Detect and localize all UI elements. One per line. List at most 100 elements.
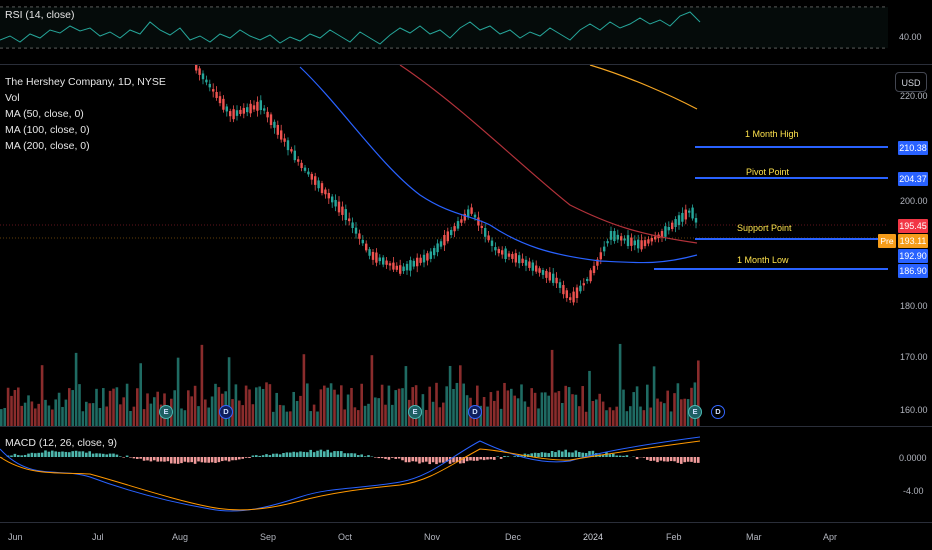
macd-histogram-bar [615,455,618,457]
volume-bar [680,399,683,426]
volume-bar [265,382,268,426]
macd-histogram-bar [489,457,493,460]
time-axis[interactable]: Jun Jul Aug Sep Oct Nov Dec 2024 Feb Mar… [0,523,888,550]
macd-histogram-bar [544,452,547,457]
macd-histogram-bar [693,457,697,463]
rsi-chart [0,6,888,49]
main-pane[interactable]: The Hershey Company, 1D, NYSE Vol MA (50… [0,65,888,426]
macd-histogram-bar [265,454,268,457]
volume-bar [176,357,180,426]
volume-bar [248,389,251,426]
candle [664,226,667,237]
candle [382,257,385,265]
macd-histogram-bar [533,452,537,457]
volume-bar [598,393,601,426]
candle [218,96,222,104]
volume-bar [98,407,102,426]
volume-bar [302,354,306,426]
earnings-badge[interactable]: E [688,405,702,419]
earnings-badge[interactable]: E [159,405,173,419]
candle [327,192,330,199]
macd-histogram-bar [241,457,244,459]
volume-bar [612,410,615,426]
macd-histogram-bar [431,457,435,463]
macd-histogram-bar [659,457,663,461]
candle [405,263,409,271]
volume-bar [112,388,115,426]
candle [392,262,395,270]
candle [490,240,494,246]
macd-histogram-bar [540,452,544,457]
macd-histogram-bar [479,457,482,460]
candle [603,246,606,252]
macd-histogram-bar [102,453,105,457]
macd-histogram-bar [139,457,142,459]
volume-bar [115,387,119,426]
volume-bar [20,405,23,426]
macd-histogram-bar [149,457,153,462]
macd-histogram-bar [234,457,238,461]
macd-histogram-bar [238,457,241,460]
macd-histogram-bar [309,449,312,457]
volume-bar [343,409,346,426]
annotation-month-high: 1 Month High [745,129,799,139]
volume-bar [27,395,30,426]
dividend-badge[interactable]: D [711,405,725,419]
volume-bar [13,390,17,426]
candle [694,218,698,223]
dividend-badge[interactable]: D [468,405,482,419]
candle [439,241,443,247]
macd-histogram-bar [306,452,309,457]
macd-histogram-bar [462,457,465,464]
macd-histogram-bar [669,457,673,462]
currency-button[interactable]: USD [895,72,927,92]
volume-bar [346,394,350,426]
earnings-badge[interactable]: E [408,405,422,419]
macd-histogram-bar [312,452,316,457]
volume-bar [567,387,571,426]
volume-bar [173,390,176,426]
candle [504,248,507,260]
macd-histogram-bar [350,453,353,457]
ma50-line [299,66,698,264]
macd-histogram-bar [289,452,292,457]
macd-histogram-bar [506,456,510,457]
macd-histogram-bar [258,455,261,457]
dividend-badge[interactable]: D [219,405,233,419]
macd-histogram-bar [455,457,459,463]
macd-histogram-bar [680,457,683,464]
macd-histogram-bar [173,457,176,464]
macd-histogram-bar [697,457,700,463]
volume-bar [581,386,584,426]
macd-histogram-bar [282,452,285,457]
macd-histogram-bar [326,449,329,457]
macd-histogram-bar [408,457,411,463]
volume-bar [540,392,544,426]
macd-histogram-bar [683,457,686,463]
volume-bar [102,388,105,426]
symbol-title: The Hershey Company, 1D, NYSE [5,76,166,88]
pane-divider[interactable] [0,64,932,65]
macd-histogram-bar [136,457,139,459]
indicator-vol: Vol [5,92,20,104]
candles [195,65,698,306]
volume-bar [241,405,244,426]
volume-bar [428,386,431,426]
rsi-pane[interactable]: RSI (14, close) 40.00 [0,0,922,64]
macd-histogram-bar [493,457,496,460]
price-axis[interactable]: USD 220.00 200.00 180.00 170.00 160.00 2… [888,65,932,426]
candle [552,273,555,283]
pane-divider[interactable] [0,426,932,427]
volume-bar [669,411,673,426]
macd-histogram-bar [438,457,442,463]
volume-bar [448,365,452,426]
candle [541,270,545,275]
macd-pane[interactable]: MACD (12, 26, close, 9) [0,427,888,522]
macd-histogram-bar [377,457,380,459]
volume-bar [615,406,618,426]
candle [331,196,334,203]
candle [463,213,466,221]
candle [378,257,381,262]
candle [249,103,252,114]
volume-bar [591,400,595,426]
